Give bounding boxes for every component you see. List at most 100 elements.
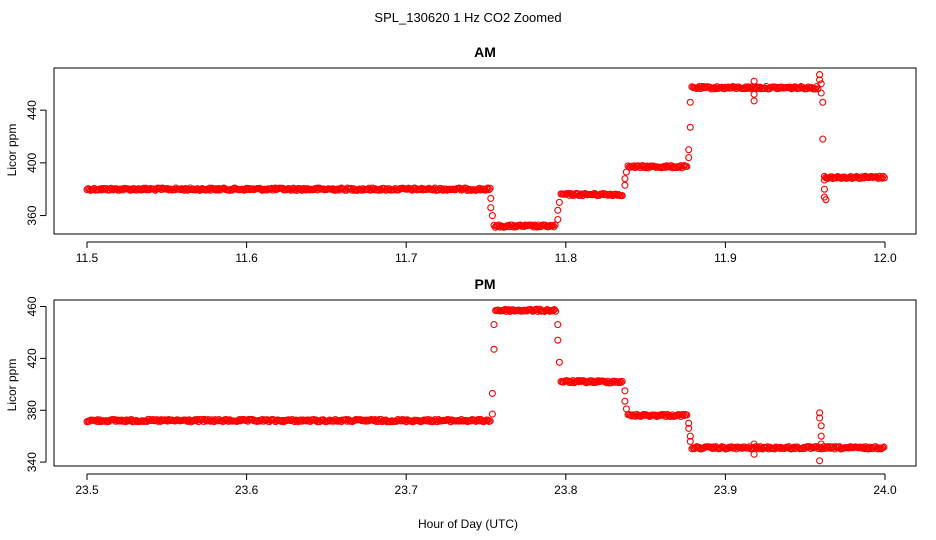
am-y-axis-label: Licor ppm <box>5 124 19 177</box>
data-point <box>621 397 629 405</box>
data-point <box>488 212 496 220</box>
pm-plot-box <box>53 299 917 467</box>
am-x-tick-label: 11.7 <box>395 251 418 265</box>
data-point <box>750 77 758 85</box>
data-point <box>621 181 629 189</box>
data-point <box>554 206 562 214</box>
data-point <box>816 457 824 465</box>
am-y-tick-label: 360 <box>25 205 39 225</box>
data-point <box>486 417 494 425</box>
pm-panel-title: PM <box>475 276 496 292</box>
data-point <box>490 321 498 329</box>
data-point <box>554 321 562 329</box>
data-point <box>485 186 493 194</box>
data-point <box>880 174 888 182</box>
am-x-tick-label: 11.8 <box>555 251 578 265</box>
data-point <box>552 307 560 315</box>
data-point <box>486 184 494 192</box>
data-point <box>622 168 630 176</box>
data-point <box>554 336 562 344</box>
data-point <box>685 424 693 432</box>
data-point <box>686 98 694 106</box>
am-y-tick-label: 440 <box>25 100 39 120</box>
data-point <box>618 192 626 200</box>
am-x-tick-label: 11.6 <box>235 251 258 265</box>
data-point <box>820 185 828 193</box>
data-point <box>819 135 827 143</box>
data-point <box>750 450 758 458</box>
data-point <box>750 440 758 448</box>
data-point <box>622 405 630 413</box>
pm-x-tick-label: 23.6 <box>235 483 259 497</box>
data-point <box>342 415 350 424</box>
data-point <box>347 184 355 192</box>
data-point <box>817 422 825 430</box>
data-point <box>685 419 693 427</box>
x-axis-label: Hour of Day (UTC) <box>418 517 518 531</box>
data-point <box>488 389 496 397</box>
pm-y-tick-label: 420 <box>25 348 39 368</box>
data-point <box>816 409 824 417</box>
pm-x-tick-label: 23.8 <box>554 483 578 497</box>
am-panel: AM Licor ppm 11.5 11.6 11.7 11.8 11.9 12.0 360… <box>5 44 917 265</box>
data-point <box>679 410 687 418</box>
am-plot-box <box>53 67 917 235</box>
pm-x-tick-label: 23.7 <box>395 483 419 497</box>
data-point <box>214 186 222 194</box>
data-point <box>621 175 629 183</box>
data-point <box>820 176 828 184</box>
am-y-tick-label: 400 <box>25 153 39 173</box>
data-point <box>817 89 825 97</box>
data-point <box>750 97 758 105</box>
data-point <box>640 410 648 418</box>
data-point <box>555 358 563 366</box>
data-point <box>750 90 758 98</box>
pm-panel: PM Licor ppm 23.5 23.6 23.7 23.8 23.9 24.0 340… <box>5 276 917 497</box>
am-x-tick-label: 11.5 <box>76 251 99 265</box>
pm-x-tick-label: 23.5 <box>75 483 99 497</box>
pm-data-points <box>83 305 888 465</box>
am-x-tick-label: 12.0 <box>873 251 897 265</box>
data-point <box>487 194 495 202</box>
am-data-points <box>83 71 888 231</box>
data-point <box>707 85 715 93</box>
data-point <box>554 215 562 224</box>
data-point <box>683 411 691 419</box>
data-point <box>816 76 824 84</box>
pm-y-tick-label: 460 <box>25 296 39 316</box>
data-point <box>621 387 629 395</box>
data-point <box>484 184 492 192</box>
figure-title: SPL_130620 1 Hz CO2 Zoomed <box>374 10 561 25</box>
data-point <box>488 410 496 418</box>
data-point <box>822 196 830 204</box>
data-point <box>618 377 626 385</box>
data-point <box>550 306 558 314</box>
data-point <box>686 123 694 131</box>
pm-y-tick-label: 380 <box>25 400 39 420</box>
data-point <box>685 154 693 162</box>
data-point <box>817 80 825 88</box>
data-point <box>880 443 888 451</box>
data-point <box>685 146 693 154</box>
data-point <box>686 432 694 440</box>
data-point <box>613 378 621 386</box>
data-point <box>555 198 563 206</box>
data-point <box>816 414 824 422</box>
pm-y-axis-label: Licor ppm <box>5 359 19 412</box>
data-point <box>683 162 691 171</box>
pm-x-tick-label: 23.9 <box>714 483 738 497</box>
pm-x-tick-label: 24.0 <box>873 483 897 497</box>
data-point <box>615 379 623 387</box>
pm-y-tick-label: 340 <box>25 452 39 472</box>
data-point <box>686 437 694 445</box>
data-point <box>879 172 887 180</box>
data-point <box>817 440 825 448</box>
am-panel-title: AM <box>474 44 496 60</box>
data-point <box>617 378 625 386</box>
data-point <box>819 98 827 106</box>
data-point <box>490 345 498 353</box>
data-point <box>487 204 495 212</box>
am-x-tick-label: 11.9 <box>714 251 737 265</box>
